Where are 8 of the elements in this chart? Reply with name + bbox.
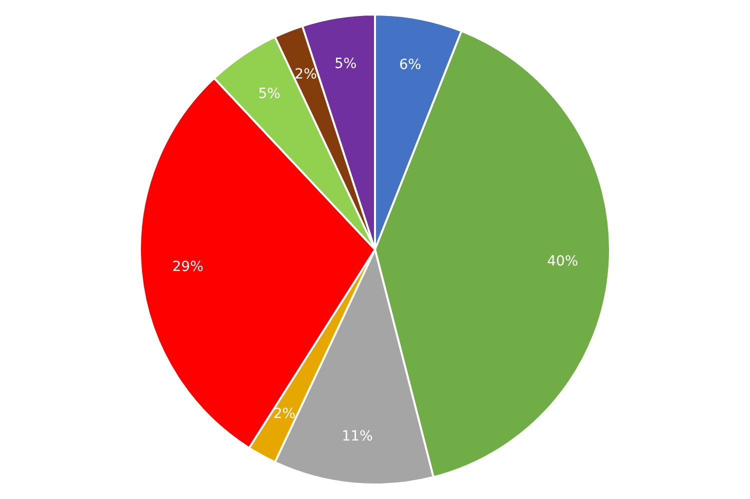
data-label: 29% (172, 259, 204, 276)
data-label: 11% (342, 428, 373, 445)
data-label: 2% (294, 66, 317, 83)
data-label: 5% (258, 86, 280, 102)
data-label: 40% (547, 253, 578, 270)
data-label: 5% (334, 56, 357, 72)
data-label: 2% (273, 406, 296, 422)
data-label: 6% (399, 56, 422, 73)
